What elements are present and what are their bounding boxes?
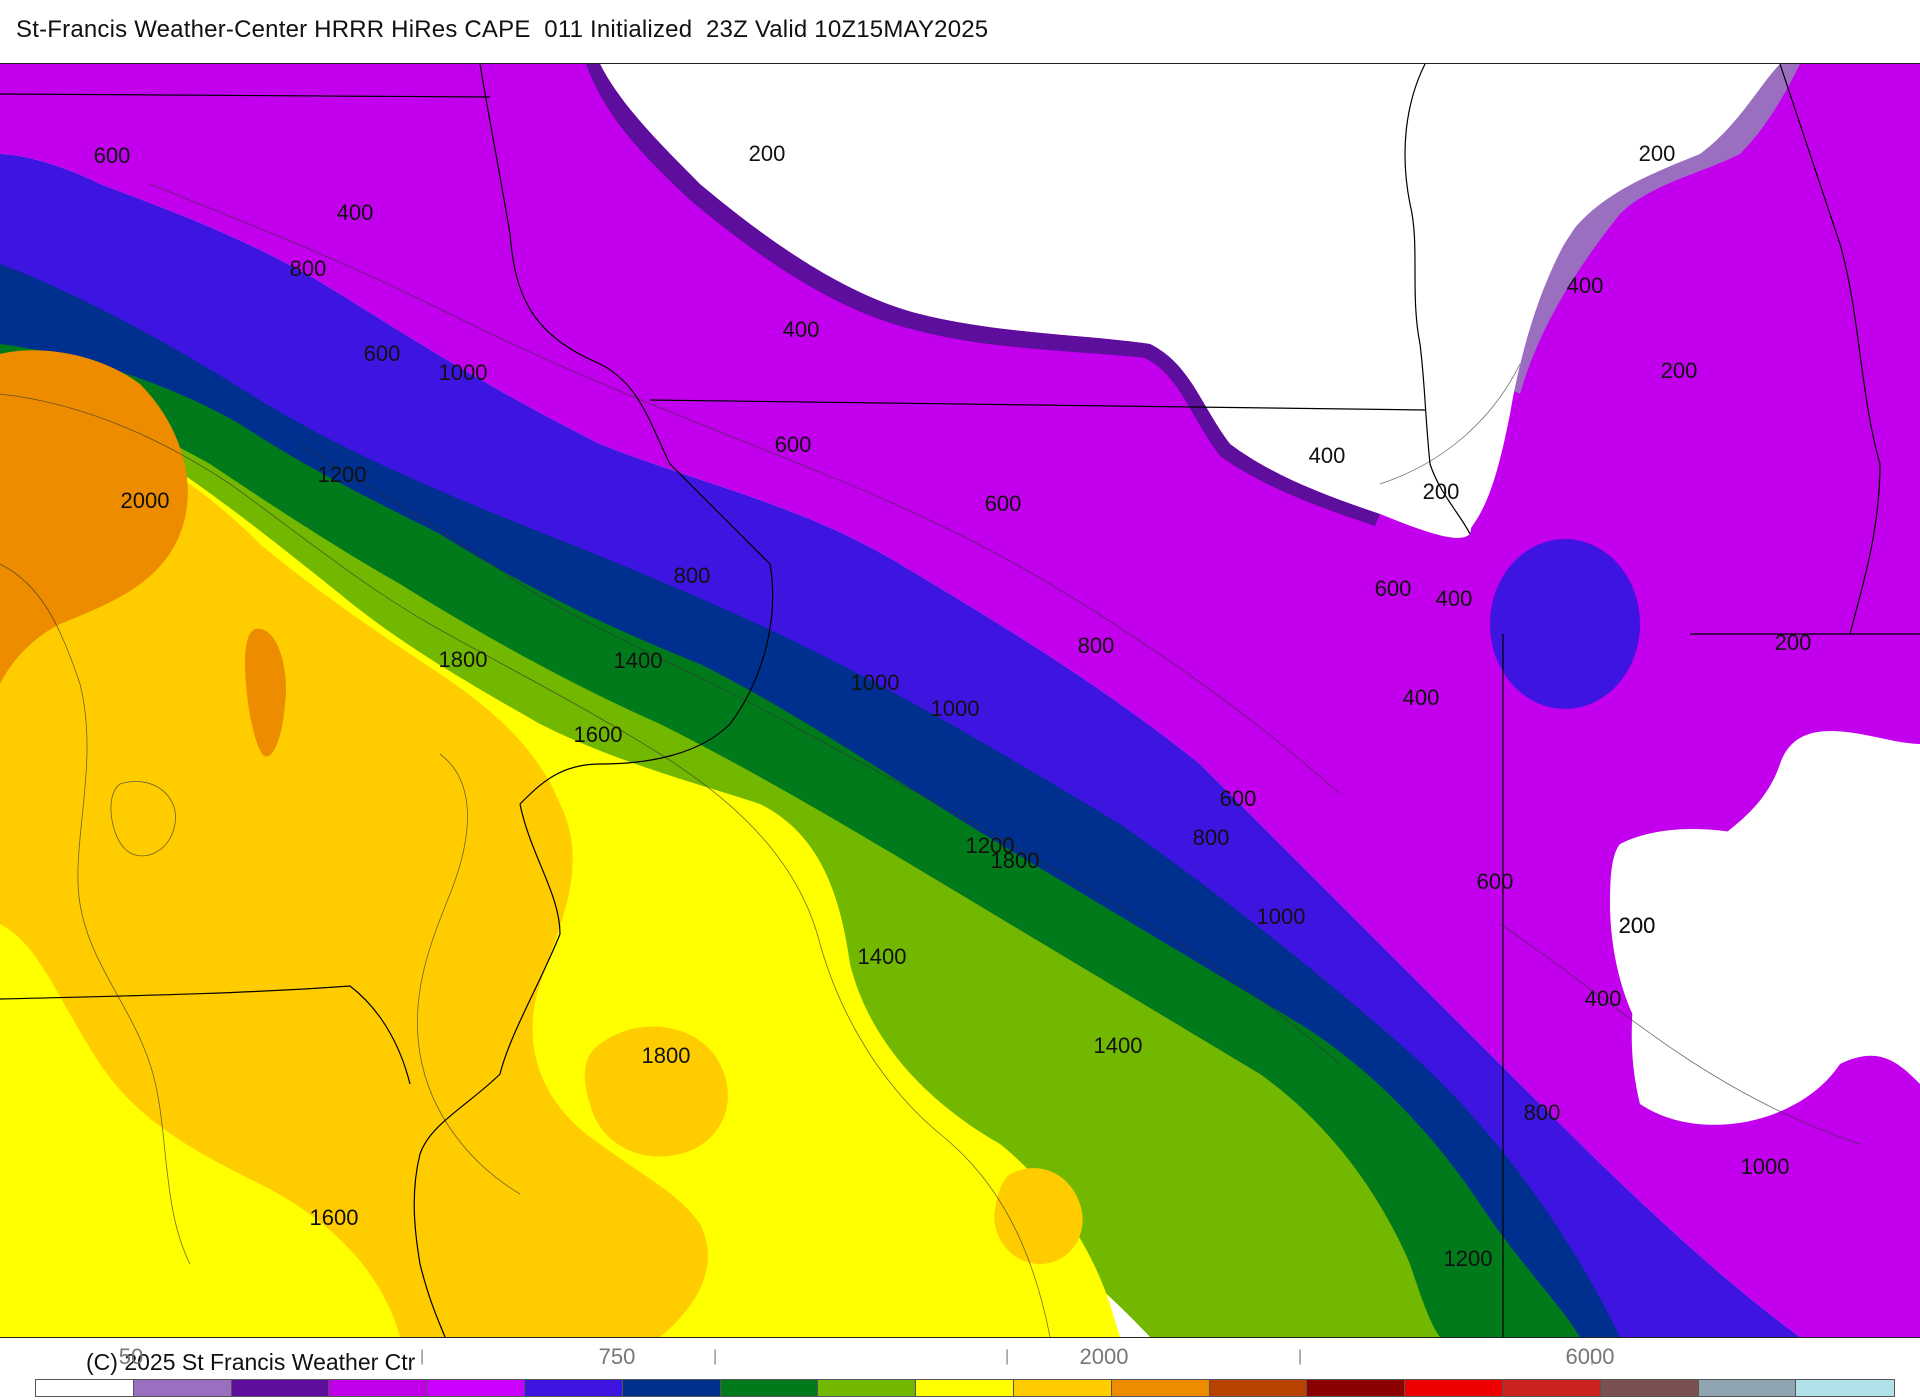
color-scale-tick-label: 750 <box>598 1344 636 1369</box>
contour-label: 1400 <box>1094 1033 1143 1058</box>
color-scale-tick-label: 2000 <box>1079 1344 1129 1369</box>
contour-lines <box>0 183 1861 1337</box>
contour-label: 1600 <box>310 1205 359 1230</box>
color-scale-tick-label: 50 <box>118 1344 144 1369</box>
border-lines <box>0 64 1920 1337</box>
contour-label: 800 <box>674 563 711 588</box>
color-scale-cell <box>1796 1380 1895 1396</box>
color-scale-marker: | <box>1298 1348 1303 1365</box>
contour-label: 600 <box>985 491 1022 516</box>
contour-label: 400 <box>1436 586 1473 611</box>
contour-label: 800 <box>1193 825 1230 850</box>
color-scale-marker: | <box>1005 1348 1010 1365</box>
contour-label: 400 <box>1567 273 1604 298</box>
color-scale-cell <box>818 1380 917 1396</box>
cape-cell-1800 <box>584 1026 728 1157</box>
color-scale-cell <box>1111 1380 1210 1396</box>
contour-label: 200 <box>1639 141 1676 166</box>
color-scale-cell <box>1698 1380 1797 1396</box>
contour-label: 1800 <box>991 848 1040 873</box>
map-title: St-Francis Weather-Center HRRR HiRes CAP… <box>16 16 989 43</box>
color-scale-cell <box>524 1380 623 1396</box>
contour-label: 1000 <box>931 696 980 721</box>
contour-label: 400 <box>783 317 820 342</box>
contour-label: 200 <box>1619 913 1656 938</box>
no-cape-area <box>1610 824 1920 1084</box>
color-scale-cell <box>427 1380 525 1396</box>
contour-label: 1000 <box>1741 1154 1790 1179</box>
contour-label: 400 <box>1403 685 1440 710</box>
color-scale-cell <box>36 1380 134 1396</box>
color-scale-cell <box>133 1380 232 1396</box>
cape-field-map: 600 400 800 600 1000 1200 2000 800 1800 1400 1600 1… <box>0 64 1920 1337</box>
color-scale-cell <box>720 1380 819 1396</box>
color-scale-cell <box>1405 1380 1503 1396</box>
cape-band-1800 <box>0 424 708 1337</box>
cape-cell-2000 <box>245 628 286 757</box>
color-scale-cell <box>916 1380 1014 1396</box>
color-scale-tick-label: 6000 <box>1565 1344 1615 1369</box>
no-cape-area <box>669 64 1781 529</box>
color-scale-marker: | <box>1590 1348 1595 1365</box>
contour-label: 1000 <box>851 670 900 695</box>
color-scale-bar <box>35 1379 1896 1397</box>
color-scale-cell <box>1013 1380 1112 1396</box>
cape-cell-400 <box>1490 539 1640 709</box>
contour-label: 1600 <box>574 722 623 747</box>
contour-label: 200 <box>1661 358 1698 383</box>
contour-label: 400 <box>1585 986 1622 1011</box>
contour-label: 600 <box>1220 786 1257 811</box>
contour-label: 600 <box>1375 576 1412 601</box>
contour-label: 600 <box>94 143 131 168</box>
contour-label: 800 <box>1524 1100 1561 1125</box>
color-scale-marker: | <box>713 1348 718 1365</box>
color-scale-marker: | <box>420 1348 425 1365</box>
contour-label: 200 <box>749 141 786 166</box>
contour-label: 600 <box>364 341 401 366</box>
copyright-notice: (C) 2025 St Francis Weather Ctr <box>86 1349 416 1375</box>
color-scale-cell <box>1307 1380 1406 1396</box>
contour-label: 1800 <box>439 647 488 672</box>
contour-label: 1000 <box>1257 904 1306 929</box>
contour-label: 200 <box>1775 630 1812 655</box>
contour-label: 1400 <box>858 944 907 969</box>
contour-label: 600 <box>1477 869 1514 894</box>
contour-label: 1800 <box>642 1043 691 1068</box>
color-scale-cell <box>329 1380 428 1396</box>
cape-band-50 <box>1500 64 1800 394</box>
contour-label: 200 <box>1423 479 1460 504</box>
color-scale-cell <box>1209 1380 1308 1396</box>
color-scale-cell <box>1600 1380 1699 1396</box>
contour-label: 800 <box>1078 633 1115 658</box>
contour-label: 1400 <box>614 648 663 673</box>
contour-label: 800 <box>290 256 327 281</box>
contour-label: 1000 <box>439 360 488 385</box>
contour-label: 2000 <box>121 488 170 513</box>
contour-labels: 600 400 800 600 1000 1200 2000 800 1800 1400 1600 1… <box>94 141 1812 1271</box>
color-scale-cell <box>622 1380 721 1396</box>
contour-label: 1200 <box>966 833 1015 858</box>
contour-label: 1200 <box>1444 1246 1493 1271</box>
cape-cell-1800 <box>994 1168 1083 1264</box>
color-scale-cell <box>1502 1380 1601 1396</box>
contour-label: 600 <box>775 432 812 457</box>
contour-label: 400 <box>337 200 374 225</box>
contour-label: 400 <box>1309 443 1346 468</box>
color-scale-cell <box>231 1380 330 1396</box>
contour-label: 1200 <box>318 462 367 487</box>
contour-label: 200 <box>1619 913 1656 938</box>
cape-map: 600 400 800 600 1000 1200 2000 800 1800 1400 1600 1… <box>0 63 1920 1338</box>
